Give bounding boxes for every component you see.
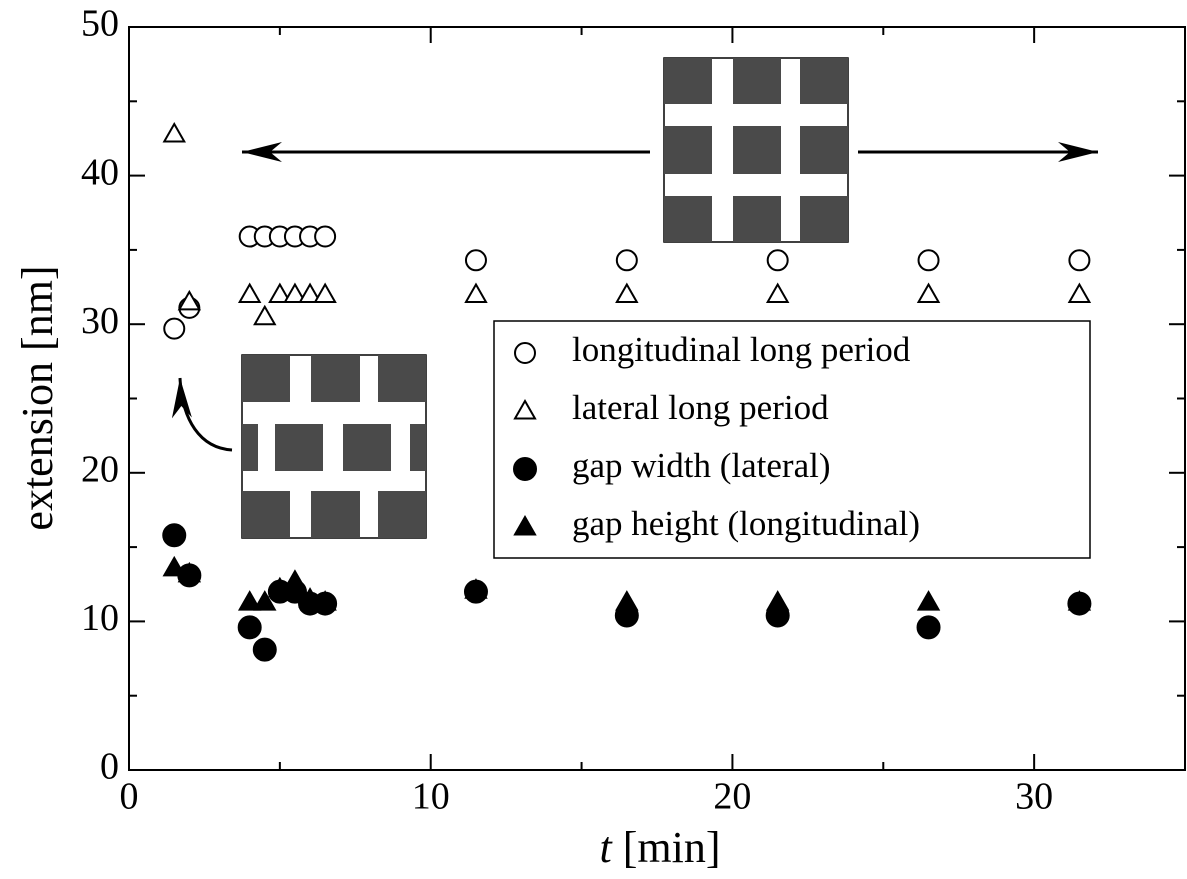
point [252,637,277,662]
legend-label: lateral long period [572,388,829,427]
point [283,569,307,590]
point [162,523,187,548]
point [162,555,186,577]
point [237,590,262,611]
point [1068,249,1091,272]
legend-marker [513,398,537,420]
inset-bottom [171,354,427,539]
legend-label: longitudinal long period [572,330,911,369]
point [268,282,292,303]
legend: longitudinal long period lateral long per… [493,320,1091,559]
y-tick-label: 0 [100,746,119,788]
legend-marker [513,457,537,481]
point [237,615,262,640]
point [314,225,337,248]
point [298,587,322,608]
point [765,282,790,303]
point [237,282,262,303]
legend-marker [514,342,536,364]
point [162,121,186,143]
legend-marker [513,514,537,536]
point [163,317,186,340]
legend-label: gap height (longitudinal) [572,504,920,543]
inset-top [242,57,1098,243]
point [916,615,941,640]
x-tick-label: 20 [713,776,751,818]
point [766,249,789,272]
point [615,590,639,611]
point [177,289,202,311]
y-tick-label: 40 [81,151,119,193]
point [253,590,277,611]
point [464,282,488,303]
point [916,282,941,303]
point [1067,590,1092,611]
point [765,590,790,611]
point [177,561,202,583]
point [313,282,337,303]
x-tick-label: 30 [1015,776,1053,818]
point [253,304,277,326]
y-axis-label: extension [nm] [13,265,62,530]
point [298,282,322,303]
y-tick-label: 30 [81,300,119,342]
x-tick-label: 10 [412,776,450,818]
y-tick-label: 50 [81,3,119,45]
y-tick-label: 10 [81,597,119,639]
point [615,249,638,272]
point [313,590,337,611]
legend-label: gap width (lateral) [572,446,831,485]
x-tick-label: 0 [120,776,139,818]
y-tick-label: 20 [81,449,119,491]
point [283,282,307,303]
x-axis-label: t [min] [600,823,721,872]
point [917,249,940,272]
point [1067,282,1092,303]
point [464,578,488,599]
point [615,282,639,303]
point [916,590,941,611]
point [464,249,487,272]
